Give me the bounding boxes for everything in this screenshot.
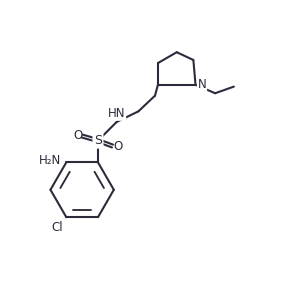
Text: O: O	[73, 129, 82, 142]
Text: HN: HN	[108, 107, 125, 120]
Text: Cl: Cl	[51, 221, 63, 234]
Text: S: S	[94, 134, 102, 147]
Text: N: N	[198, 78, 206, 91]
Text: O: O	[113, 140, 123, 153]
Text: H₂N: H₂N	[39, 154, 61, 167]
